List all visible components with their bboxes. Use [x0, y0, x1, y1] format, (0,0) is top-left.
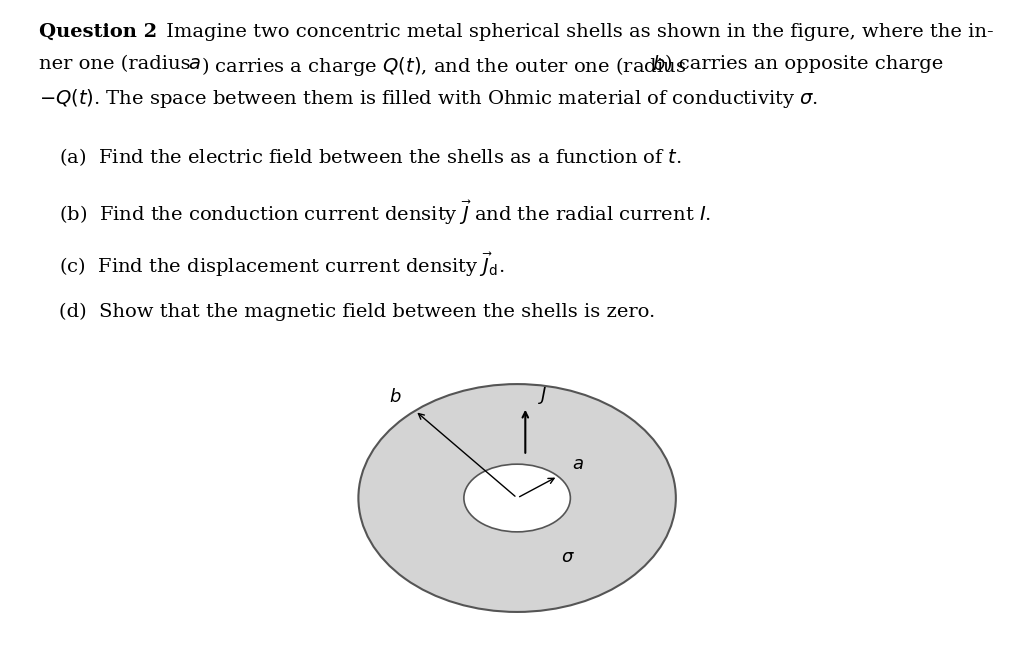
Text: (d)  Show that the magnetic field between the shells is zero.: (d) Show that the magnetic field between…: [59, 303, 655, 321]
Text: $a$: $a$: [572, 455, 584, 473]
Text: $\sigma$: $\sigma$: [561, 547, 575, 566]
Text: $a$: $a$: [188, 55, 201, 73]
Text: Imagine two concentric metal spherical shells as shown in the figure, where the : Imagine two concentric metal spherical s…: [160, 23, 993, 41]
Text: ) carries a charge $Q(t)$, and the outer one (radius: ) carries a charge $Q(t)$, and the outer…: [201, 55, 687, 77]
Text: ner one (radius: ner one (radius: [39, 55, 197, 73]
Text: (b)  Find the conduction current density $\vec{J}$ and the radial current $I$.: (b) Find the conduction current density …: [59, 199, 712, 227]
Text: ) carries an opposite charge: ) carries an opposite charge: [665, 55, 943, 73]
Circle shape: [464, 464, 570, 532]
Text: Question 2: Question 2: [39, 23, 157, 41]
Text: $J$: $J$: [538, 385, 548, 406]
Ellipse shape: [358, 384, 676, 612]
Text: (c)  Find the displacement current density $\vec{J}_\mathrm{d}$.: (c) Find the displacement current densit…: [59, 251, 505, 279]
Text: $b$: $b$: [389, 387, 402, 406]
Text: $b$: $b$: [652, 55, 666, 74]
Text: $-Q(t)$. The space between them is filled with Ohmic material of conductivity $\: $-Q(t)$. The space between them is fille…: [39, 87, 818, 109]
Text: (a)  Find the electric field between the shells as a function of $t$.: (a) Find the electric field between the …: [59, 146, 682, 169]
